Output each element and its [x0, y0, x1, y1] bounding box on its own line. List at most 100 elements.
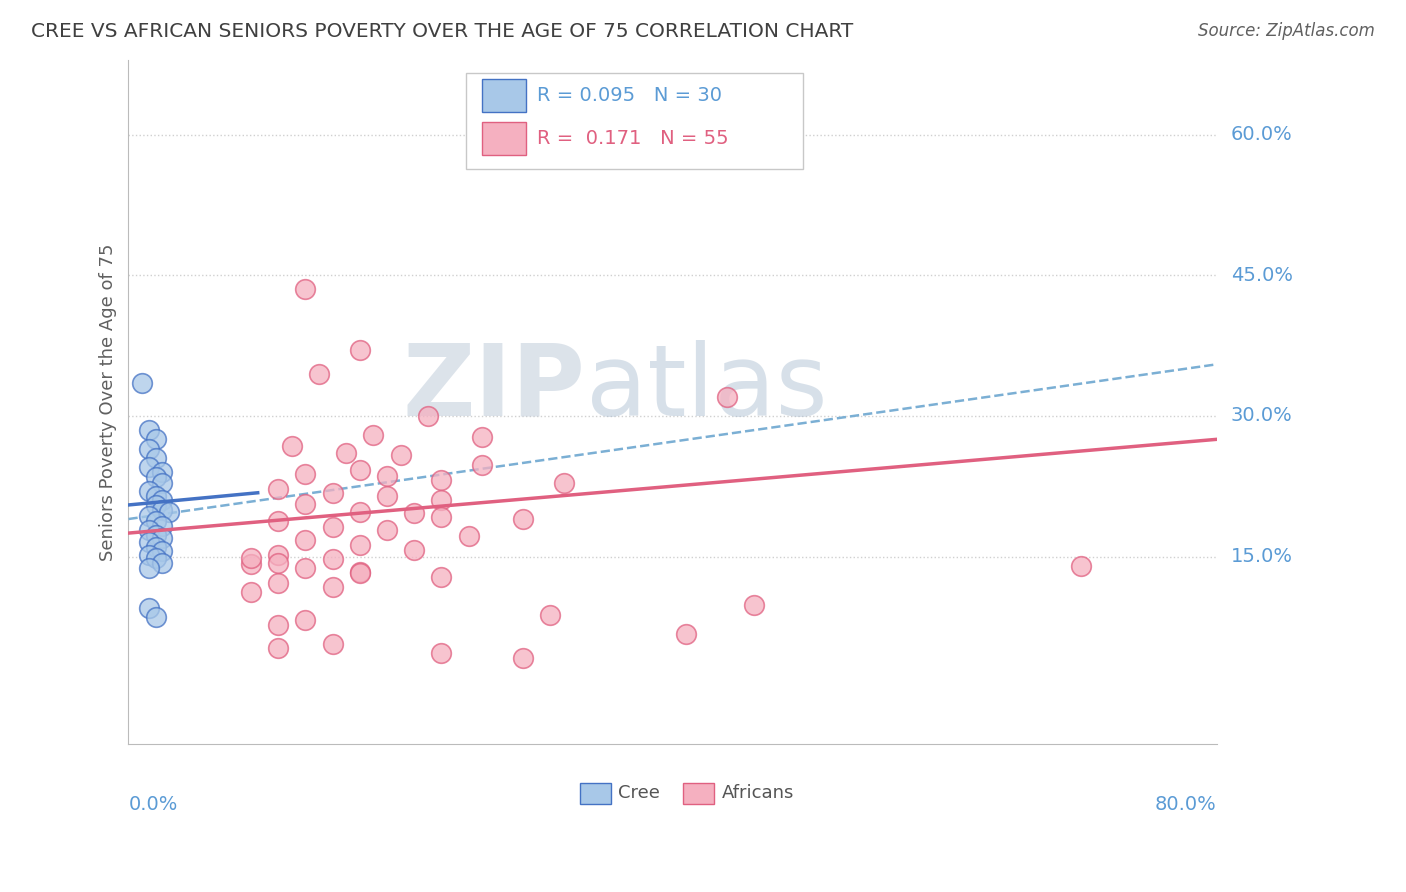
- Point: [145, 498, 167, 512]
- Point: [512, 512, 534, 526]
- Point: [267, 482, 290, 496]
- Point: [294, 561, 316, 575]
- Point: [553, 476, 575, 491]
- Point: [152, 502, 174, 516]
- Point: [321, 552, 343, 566]
- Point: [152, 556, 174, 570]
- Point: [294, 497, 316, 511]
- Point: [138, 535, 160, 549]
- Point: [294, 467, 316, 481]
- Point: [416, 409, 439, 423]
- Point: [239, 585, 262, 599]
- Point: [294, 613, 316, 627]
- Y-axis label: Seniors Poverty Over the Age of 75: Seniors Poverty Over the Age of 75: [100, 244, 117, 560]
- Point: [375, 523, 398, 537]
- Point: [152, 476, 174, 491]
- Point: [280, 439, 302, 453]
- Point: [152, 518, 174, 533]
- Point: [321, 485, 343, 500]
- Point: [404, 543, 426, 558]
- Point: [349, 566, 371, 581]
- Point: [138, 601, 160, 615]
- Point: [321, 637, 343, 651]
- Point: [138, 423, 160, 437]
- Point: [321, 581, 343, 595]
- Point: [471, 429, 494, 443]
- Text: 80.0%: 80.0%: [1154, 796, 1216, 814]
- Point: [138, 548, 160, 562]
- Point: [349, 504, 371, 518]
- Point: [138, 509, 160, 524]
- Point: [138, 523, 160, 537]
- Point: [294, 282, 316, 296]
- Point: [349, 566, 371, 580]
- Point: [335, 446, 357, 460]
- Point: [267, 548, 290, 562]
- Point: [138, 561, 160, 575]
- Point: [349, 463, 371, 477]
- Point: [145, 551, 167, 566]
- Point: [430, 473, 453, 487]
- Point: [308, 367, 330, 381]
- Point: [267, 556, 290, 570]
- Bar: [482, 79, 526, 112]
- Point: [1070, 558, 1092, 573]
- Point: [267, 641, 290, 656]
- Point: [742, 599, 765, 613]
- Point: [138, 483, 160, 498]
- Point: [267, 618, 290, 632]
- Text: 15.0%: 15.0%: [1230, 547, 1292, 566]
- Point: [145, 540, 167, 554]
- Point: [145, 528, 167, 542]
- Point: [375, 469, 398, 483]
- Text: 30.0%: 30.0%: [1230, 407, 1292, 425]
- Point: [430, 510, 453, 524]
- Point: [471, 458, 494, 472]
- FancyBboxPatch shape: [465, 73, 803, 169]
- Point: [375, 489, 398, 503]
- Text: 60.0%: 60.0%: [1230, 125, 1292, 145]
- Point: [716, 390, 738, 404]
- Point: [430, 493, 453, 508]
- Point: [152, 465, 174, 479]
- Text: Source: ZipAtlas.com: Source: ZipAtlas.com: [1198, 22, 1375, 40]
- Point: [145, 489, 167, 503]
- Text: atlas: atlas: [585, 340, 827, 437]
- Point: [145, 514, 167, 528]
- Point: [152, 531, 174, 545]
- Point: [294, 533, 316, 547]
- Point: [321, 519, 343, 533]
- Point: [756, 95, 779, 109]
- Point: [512, 650, 534, 665]
- Point: [157, 506, 180, 520]
- Text: 45.0%: 45.0%: [1230, 266, 1292, 285]
- Bar: [683, 783, 714, 804]
- Point: [152, 544, 174, 558]
- Point: [430, 646, 453, 660]
- Bar: [581, 783, 610, 804]
- Text: Cree: Cree: [619, 784, 659, 802]
- Point: [131, 376, 153, 390]
- Point: [152, 493, 174, 508]
- Point: [145, 610, 167, 624]
- Point: [138, 442, 160, 456]
- Point: [457, 529, 479, 543]
- Point: [349, 343, 371, 358]
- Text: CREE VS AFRICAN SENIORS POVERTY OVER THE AGE OF 75 CORRELATION CHART: CREE VS AFRICAN SENIORS POVERTY OVER THE…: [31, 22, 853, 41]
- Point: [404, 507, 426, 521]
- Bar: [482, 122, 526, 154]
- Point: [349, 538, 371, 552]
- Text: R = 0.095   N = 30: R = 0.095 N = 30: [537, 87, 721, 105]
- Point: [363, 427, 385, 442]
- Point: [239, 557, 262, 571]
- Point: [430, 570, 453, 584]
- Point: [267, 575, 290, 590]
- Point: [389, 448, 412, 462]
- Point: [239, 551, 262, 566]
- Point: [138, 460, 160, 475]
- Point: [145, 451, 167, 466]
- Text: R =  0.171   N = 55: R = 0.171 N = 55: [537, 128, 728, 148]
- Point: [675, 627, 697, 641]
- Text: Africans: Africans: [721, 784, 794, 802]
- Point: [538, 607, 561, 622]
